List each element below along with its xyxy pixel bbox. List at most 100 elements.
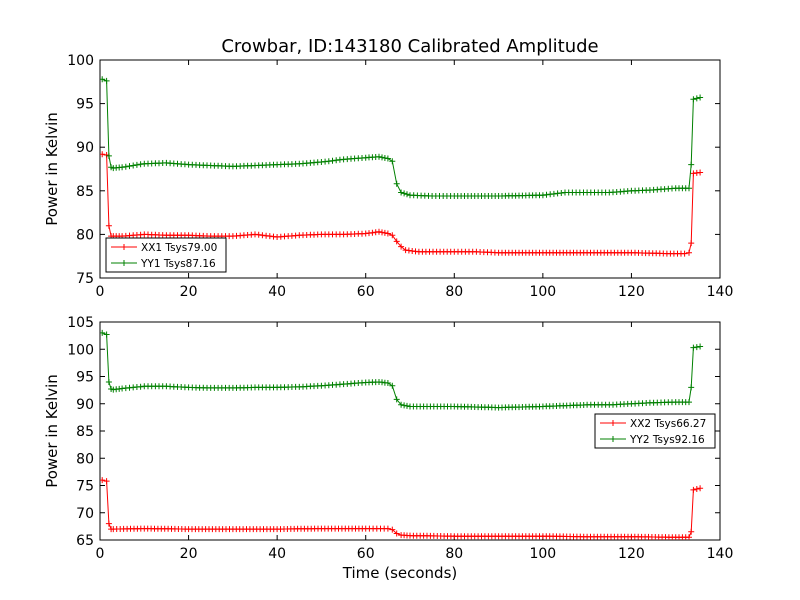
data-point xyxy=(384,155,391,162)
data-point xyxy=(384,525,391,532)
data-point xyxy=(697,169,704,176)
data-point xyxy=(384,380,391,386)
legend-label: XX1 Tsys79.00 xyxy=(141,242,217,254)
data-point xyxy=(688,161,695,168)
data-point xyxy=(398,189,405,196)
data-point xyxy=(389,526,396,533)
bottom-plot: 0 20 40 60 80 100 120 140 65 70 75 80 85 90 95 100 105 Po… xyxy=(43,315,733,582)
data-point xyxy=(103,331,110,338)
legend-label: YY2 Tsys92.16 xyxy=(629,434,705,446)
y-tick-label: 65 xyxy=(76,533,94,549)
data-point xyxy=(693,344,700,351)
plot-data xyxy=(100,76,704,257)
legend-box xyxy=(594,413,716,449)
data-point xyxy=(100,477,106,484)
legend-box xyxy=(105,237,227,273)
x-tick-label: 80 xyxy=(445,284,463,300)
data-point xyxy=(686,185,692,192)
x-tick-label: 40 xyxy=(268,284,286,300)
data-point xyxy=(381,229,388,236)
x-tick-label: 80 xyxy=(445,546,463,562)
legend-marker xyxy=(121,260,127,266)
data-point xyxy=(376,228,382,235)
series-markers xyxy=(100,76,704,199)
y-tick-label: 70 xyxy=(76,506,94,522)
y-tick-label: 75 xyxy=(76,271,94,287)
data-point xyxy=(688,384,695,391)
data-point xyxy=(105,222,112,229)
data-point xyxy=(393,238,400,245)
x-tick-label: 60 xyxy=(357,284,375,300)
x-tick-label: 20 xyxy=(180,546,198,562)
data-point xyxy=(401,190,408,197)
y-tick-label: 95 xyxy=(76,370,94,386)
data-point xyxy=(404,191,410,198)
x-tick-label: 60 xyxy=(357,546,375,562)
x-tick-label: 140 xyxy=(707,284,734,300)
y-tick-label: 90 xyxy=(76,140,94,156)
data-point xyxy=(398,243,405,250)
data-point xyxy=(688,528,695,535)
data-point xyxy=(686,399,692,406)
data-point xyxy=(690,96,697,103)
data-point xyxy=(690,486,697,493)
data-point xyxy=(393,396,400,403)
y-tick-label: 80 xyxy=(76,451,94,467)
data-point xyxy=(130,162,137,169)
data-point xyxy=(133,161,140,168)
x-tick-label: 40 xyxy=(268,546,286,562)
x-tick-label: 0 xyxy=(96,546,105,562)
chart-title: Crowbar, ID:143180 Calibrated Amplitude xyxy=(221,36,598,57)
data-point xyxy=(393,180,400,187)
data-point xyxy=(105,379,112,385)
legend-marker xyxy=(121,244,127,250)
data-point xyxy=(100,151,106,158)
data-point xyxy=(693,95,700,102)
data-point xyxy=(398,401,405,408)
y-tick-label: 75 xyxy=(76,479,94,495)
data-point xyxy=(376,153,382,160)
data-point xyxy=(686,249,692,256)
y-tick-label: 100 xyxy=(67,342,94,358)
legend-label: YY1 Tsys87.16 xyxy=(140,258,216,270)
y-tick-label: 100 xyxy=(67,53,94,69)
y-tick-label: 85 xyxy=(76,184,94,200)
series-markers xyxy=(100,329,704,411)
data-point xyxy=(393,530,400,537)
x-tick-label: 100 xyxy=(529,546,556,562)
data-point xyxy=(105,152,112,159)
data-point xyxy=(122,163,129,170)
data-point xyxy=(384,230,391,237)
series-markers xyxy=(100,151,704,257)
data-point xyxy=(126,163,133,170)
y-axis-label: Power in Kelvin xyxy=(43,374,61,488)
data-point xyxy=(100,76,106,83)
data-point xyxy=(389,232,396,239)
legend-marker xyxy=(610,436,616,442)
data-point xyxy=(686,534,692,540)
data-point xyxy=(379,154,385,161)
x-axis-label: Time (seconds) xyxy=(342,564,458,582)
data-point xyxy=(697,485,704,492)
data-point xyxy=(105,520,112,527)
x-tick-label: 120 xyxy=(618,284,645,300)
data-point xyxy=(389,158,396,165)
data-point xyxy=(681,250,688,257)
top-plot: 0 20 40 60 80 100 120 140 75 80 85 90 95 100 Power in … xyxy=(43,53,733,300)
data-point xyxy=(103,77,110,84)
data-point xyxy=(389,382,396,389)
data-point xyxy=(688,240,695,247)
data-point xyxy=(100,329,106,336)
data-point xyxy=(404,402,410,409)
x-tick-label: 100 xyxy=(529,284,556,300)
data-point xyxy=(103,478,110,485)
legend-marker xyxy=(610,420,616,426)
y-tick-label: 85 xyxy=(76,424,94,440)
y-tick-label: 105 xyxy=(67,315,94,331)
y-axis-label: Power in Kelvin xyxy=(43,112,61,226)
plot-data xyxy=(100,329,704,540)
x-tick-label: 20 xyxy=(180,284,198,300)
x-tick-label: 0 xyxy=(96,284,105,300)
y-tick-label: 95 xyxy=(76,97,94,113)
series-markers xyxy=(100,477,704,540)
